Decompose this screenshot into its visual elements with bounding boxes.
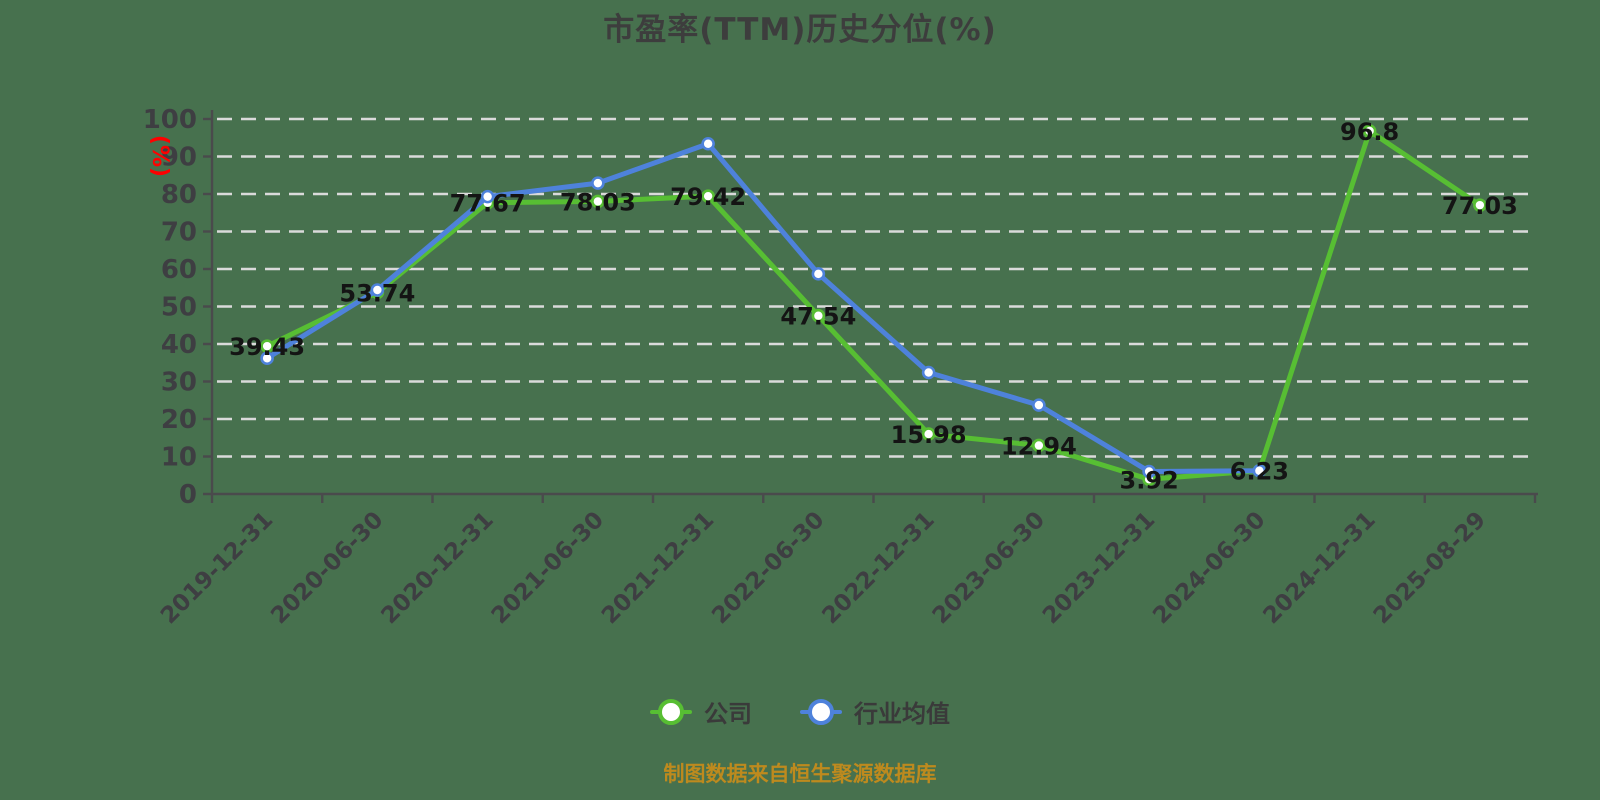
industry-series-marker-icon — [800, 698, 842, 726]
industry-average-data-point[interactable] — [591, 176, 605, 190]
company-series-marker-icon — [650, 698, 692, 726]
y-tick-label: 40 — [161, 330, 197, 360]
industry-average-data-point[interactable] — [701, 136, 715, 151]
chart-title: 市盈率(TTM)历史分位(%) — [603, 12, 997, 48]
industry-average-series-line[interactable] — [264, 141, 1262, 474]
y-tick-label: 0 — [179, 480, 197, 510]
legend-item-company[interactable]: 公司 — [650, 694, 752, 729]
data-point-label: 53.74 — [339, 279, 415, 307]
legend-label-industry-average: 行业均值 — [854, 700, 950, 728]
industry-average-data-point[interactable] — [260, 351, 274, 366]
industry-average-data-point[interactable] — [1252, 463, 1267, 478]
industry-average-data-point[interactable] — [921, 365, 936, 380]
company-data-point[interactable] — [811, 308, 826, 323]
y-tick-label: 50 — [161, 293, 197, 323]
company-data-point[interactable] — [1032, 438, 1046, 453]
x-tick-label: 2019-12-31 — [156, 507, 278, 629]
company-data-point[interactable] — [1473, 198, 1487, 212]
industry-average-data-point[interactable] — [480, 189, 495, 204]
data-point-label: 12.94 — [1001, 432, 1077, 460]
industry-legend-dot-icon — [808, 698, 834, 725]
industry-average-data-point[interactable] — [1032, 398, 1046, 412]
company-data-point[interactable] — [1362, 124, 1377, 138]
x-tick-label: 2023-12-31 — [1038, 507, 1160, 629]
data-point-label: 77.03 — [1442, 192, 1518, 220]
company-data-point[interactable] — [921, 427, 936, 441]
data-point-label: 79.42 — [670, 183, 746, 211]
x-tick-label: 2022-12-31 — [817, 507, 939, 629]
x-tick-label: 2023-06-30 — [928, 507, 1050, 629]
x-tick-label: 2024-12-31 — [1258, 507, 1380, 629]
y-tick-label: 20 — [161, 405, 197, 435]
y-tick-label: 80 — [161, 180, 197, 210]
data-point-label: 77.67 — [450, 190, 526, 218]
data-point-label: 96.8 — [1340, 118, 1399, 146]
y-tick-label: 30 — [161, 368, 197, 398]
industry-average-data-point[interactable] — [1142, 464, 1156, 479]
x-tick-label: 2020-06-30 — [266, 507, 388, 629]
data-point-label: 15.98 — [891, 421, 967, 449]
y-tick-label: 100 — [143, 105, 197, 135]
y-tick-label: 70 — [161, 218, 197, 248]
chart-legend: 公司 行业均值 — [0, 694, 1600, 729]
data-point-label: 39.43 — [229, 333, 305, 361]
y-tick-label: 90 — [161, 143, 197, 173]
data-point-label: 78.03 — [560, 188, 636, 216]
data-source-note: 制图数据来自恒生聚源数据库 — [663, 762, 937, 786]
industry-average-data-point[interactable] — [370, 283, 385, 297]
y-tick-label: 10 — [161, 443, 197, 473]
company-data-point[interactable] — [701, 189, 715, 203]
x-tick-label: 2022-06-30 — [707, 507, 829, 629]
y-tick-label: 60 — [161, 255, 197, 285]
x-tick-label: 2020-12-31 — [376, 507, 498, 629]
company-legend-dot-icon — [658, 698, 684, 725]
x-tick-label: 2021-12-31 — [597, 507, 719, 629]
x-tick-label: 2025-08-29 — [1369, 507, 1491, 629]
company-data-point[interactable] — [591, 194, 605, 209]
data-point-label: 6.23 — [1230, 458, 1289, 486]
data-point-label: 47.54 — [780, 303, 856, 331]
data-point-label: 3.92 — [1120, 466, 1179, 494]
legend-label-company: 公司 — [704, 700, 752, 728]
industry-average-data-point[interactable] — [811, 267, 826, 281]
x-tick-label: 2021-06-30 — [487, 507, 609, 629]
x-tick-label: 2024-06-30 — [1148, 507, 1270, 629]
y-axis-unit-label: (%) — [147, 135, 172, 177]
company-series-line[interactable] — [264, 128, 1483, 482]
legend-item-industry-average[interactable]: 行业均值 — [800, 694, 950, 729]
